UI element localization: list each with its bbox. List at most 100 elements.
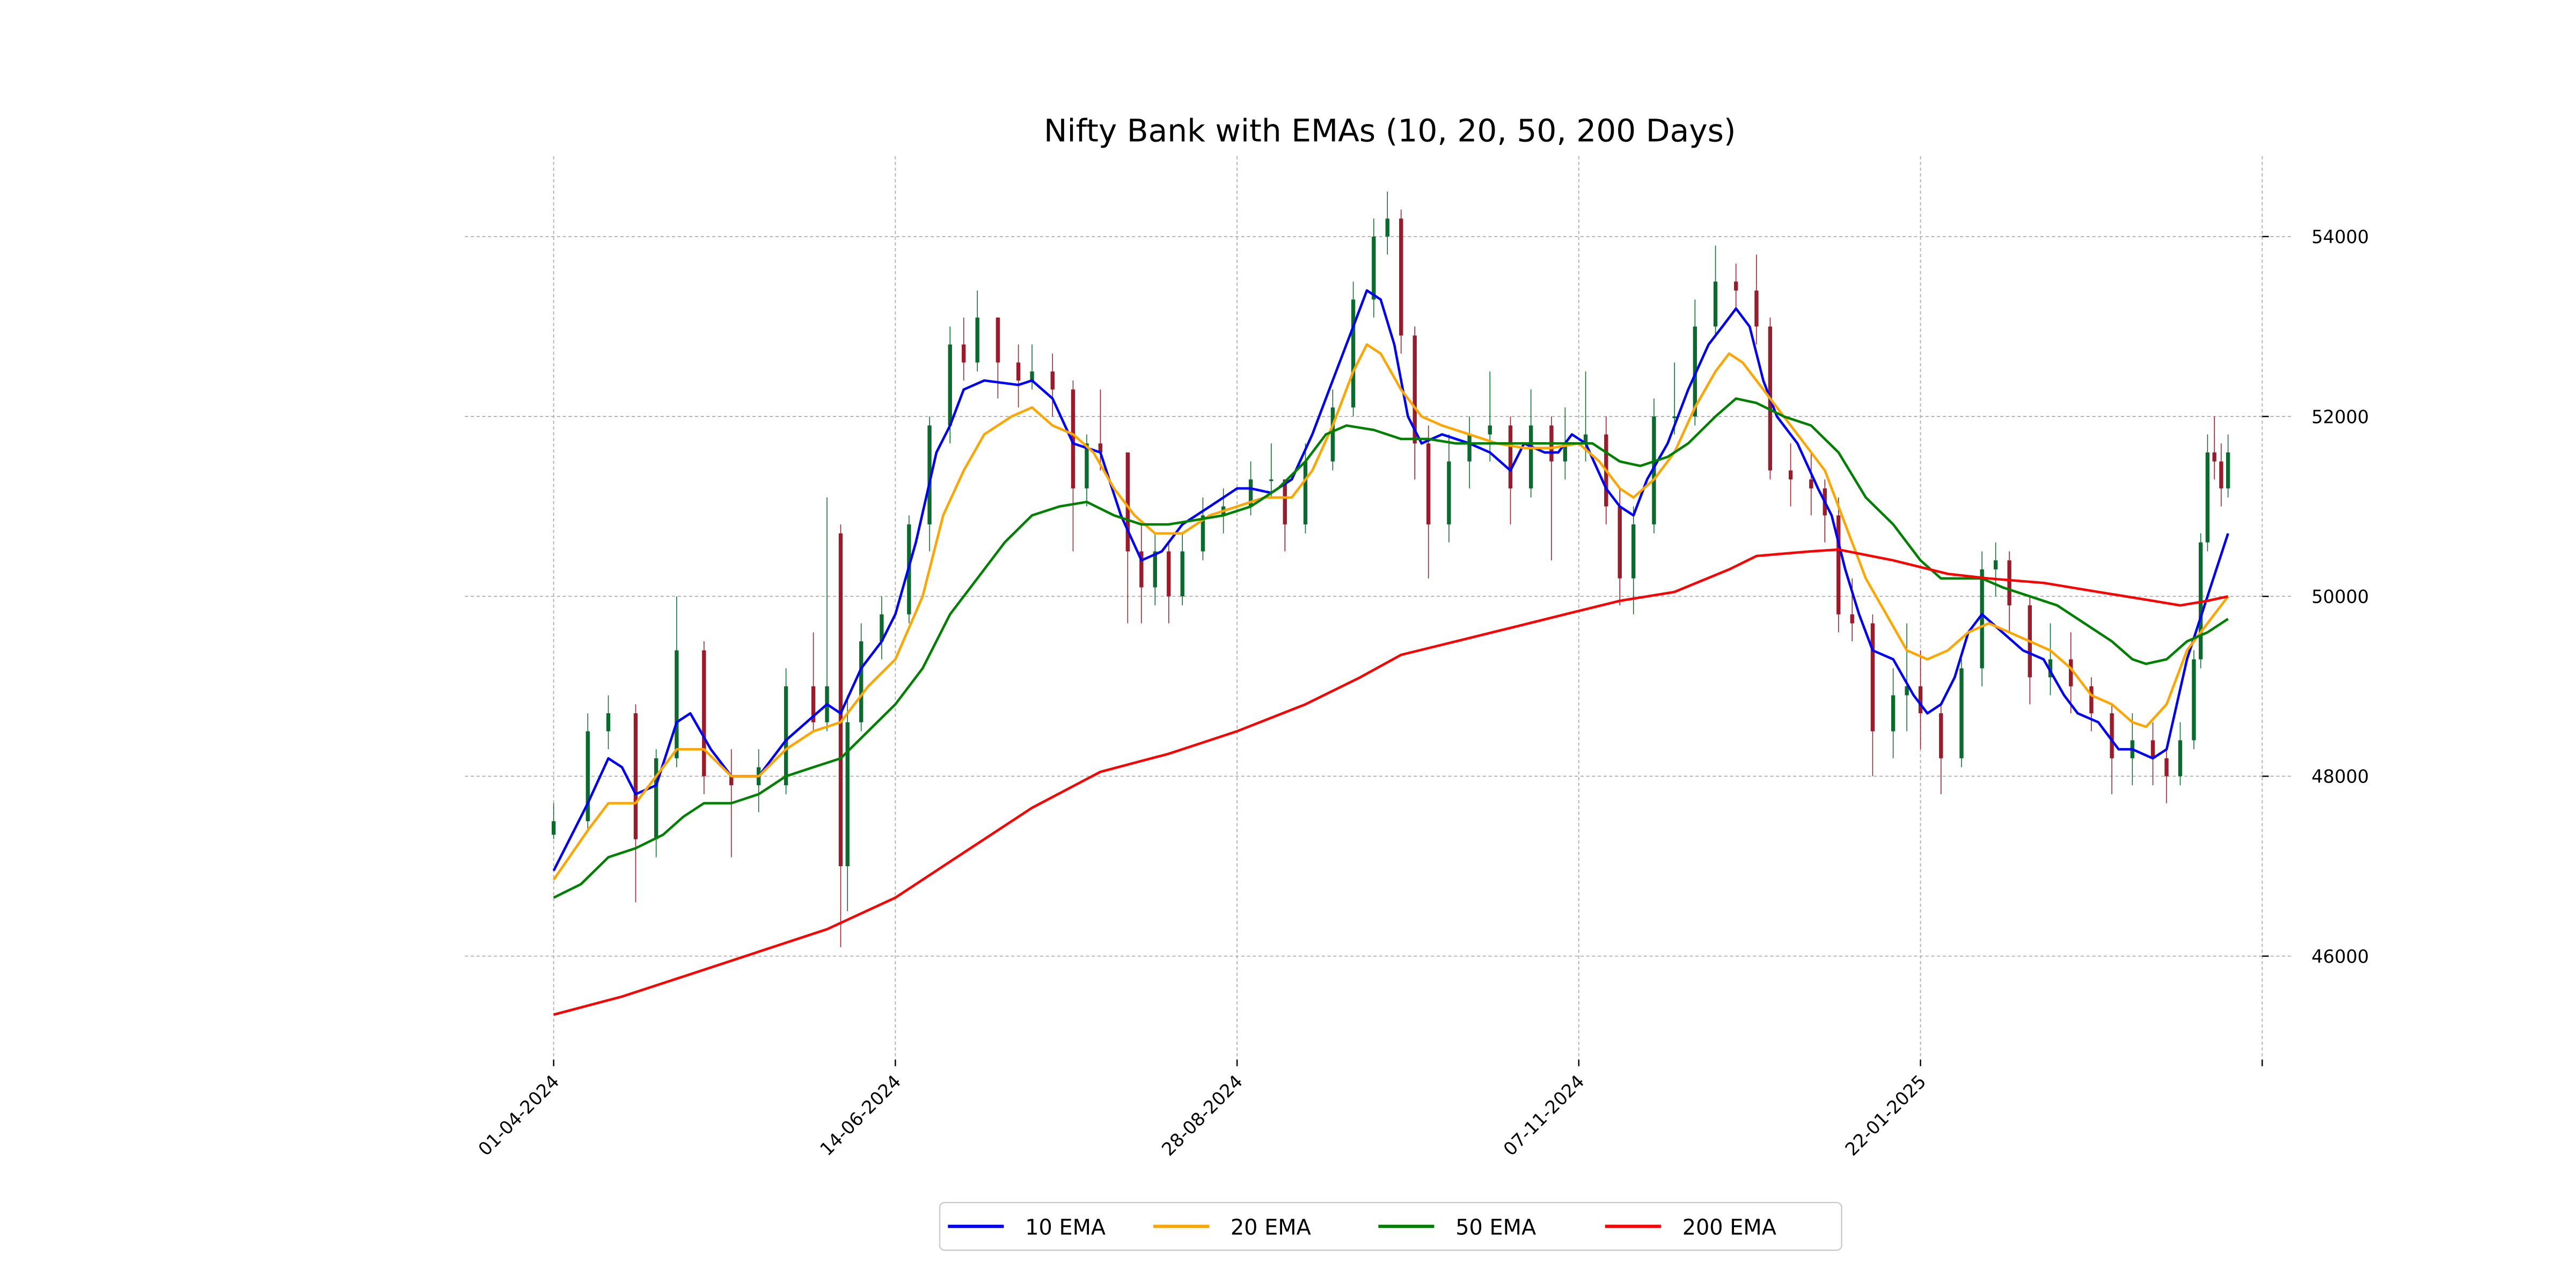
candle-body-up [948, 344, 952, 426]
candle-body-up [675, 650, 679, 758]
candle-body-down [702, 650, 706, 777]
candle-body-up [1030, 371, 1034, 380]
candle-body-up [1303, 461, 1308, 525]
candle-body-up [1201, 515, 1205, 552]
candle-body-up [1467, 434, 1472, 462]
candle-body-down [2069, 659, 2073, 686]
candle-body-down [1139, 551, 1144, 588]
candle-body-down [1788, 470, 1793, 480]
candle-body-down [2164, 758, 2169, 777]
candle-body-up [1488, 425, 1492, 435]
candle-body-up [1631, 524, 1636, 579]
candle-body-up [845, 722, 850, 867]
candle-body-up [1652, 416, 1656, 525]
line-50-ema [553, 397, 2229, 899]
candle-body-down [1734, 281, 1738, 291]
candle-body-up [586, 731, 590, 822]
candle-body-down [1098, 443, 1103, 453]
candle-body-down [1426, 443, 1431, 525]
candle-body-up [2178, 740, 2183, 777]
candle-body-up [2048, 659, 2053, 678]
candle-body-down [1016, 362, 1021, 380]
candle-body-up [2226, 452, 2230, 489]
candle-body-up [2205, 452, 2210, 543]
gridlines [465, 156, 2292, 1060]
candle-body-down [633, 713, 638, 839]
x-tick-label: 28-08-2024 [1158, 1071, 1247, 1160]
chart-title: Nifty Bank with EMAs (10, 20, 50, 200 Da… [1044, 112, 1736, 149]
candle-body-up [551, 821, 556, 835]
candle-body-up [606, 713, 611, 731]
candle-body-up [1891, 695, 1896, 731]
candle-body-down [2219, 461, 2223, 489]
candle-body-down [2212, 452, 2216, 462]
candle-body-up [859, 641, 863, 722]
line-200-ema [553, 548, 2229, 1016]
y-tick-label: 50000 [2311, 586, 2369, 607]
line-10-ema [552, 289, 2229, 872]
candle-body-up [1672, 416, 1677, 419]
candle-body-up [1693, 326, 1697, 417]
candle-body-up [927, 425, 932, 525]
candle-body-up [784, 686, 788, 786]
candle-body-up [654, 758, 658, 839]
candle-body-up [1993, 560, 1998, 569]
candle-body-down [838, 533, 843, 867]
candle-body-down [1754, 290, 1759, 327]
candle-body-up [1385, 218, 1389, 237]
line-20-ema [552, 343, 2229, 881]
legend-label-50-ema: 50 EMA [1455, 1216, 1536, 1240]
legend-label-10-ema: 10 EMA [1025, 1216, 1106, 1240]
candle-body-up [1959, 668, 1964, 758]
candle-body-up [1447, 461, 1451, 525]
candle-body-down [1870, 623, 1875, 731]
y-tick-label: 48000 [2311, 766, 2369, 787]
x-tick-label: 07-11-2024 [1499, 1071, 1589, 1160]
candle-body-down [962, 344, 966, 363]
candle-body-down [996, 317, 1000, 363]
candle-body-down [2089, 686, 2094, 714]
x-tick-label: 14-06-2024 [816, 1071, 905, 1160]
candle-body-down [811, 686, 816, 722]
candle-body-down [1918, 686, 1923, 714]
ema-lines [552, 289, 2229, 1016]
candlesticks [551, 192, 2230, 947]
x-tick-label: 22-01-2025 [1841, 1071, 1930, 1160]
candle-body-down [729, 776, 734, 786]
candle-body-down [1850, 614, 1854, 624]
candle-body-up [1180, 551, 1184, 597]
candle-body-up [1330, 407, 1335, 462]
candle-body-down [1618, 506, 1622, 579]
candle-body-up [975, 317, 979, 363]
candle-body-up [2192, 659, 2196, 741]
candle-body-up [1269, 479, 1274, 481]
candle-body-up [1153, 551, 1157, 588]
candle-body-down [1939, 713, 1943, 758]
candle-body-down [1508, 425, 1513, 489]
candle-body-up [1563, 443, 1568, 462]
candle-body-down [1836, 515, 1841, 614]
candle-body-up [1085, 443, 1089, 489]
candle-body-down [1125, 452, 1130, 552]
candle-body-down [1283, 479, 1287, 525]
candle-body-down [1413, 335, 1417, 444]
candle-body-up [1372, 236, 1376, 300]
candle-body-up [1713, 281, 1718, 327]
candle-body-up [1248, 479, 1253, 507]
candle-body-down [1809, 479, 1813, 489]
candle-body-down [1167, 551, 1171, 597]
candle-body-up [1583, 434, 1588, 444]
x-tick-label: 01-04-2024 [474, 1071, 564, 1160]
legend: 10 EMA 20 EMA 50 EMA 200 EMA [939, 1202, 1842, 1251]
y-tick-label: 54000 [2311, 226, 2369, 247]
candle-body-down [2007, 560, 2011, 605]
candle-body-down [2150, 740, 2155, 758]
legend-label-20-ema: 20 EMA [1231, 1216, 1311, 1240]
candle-body-down [1399, 218, 1403, 336]
candle-body-up [880, 614, 884, 642]
candle-body-up [1529, 425, 1533, 489]
y-tick-label: 52000 [2311, 406, 2369, 427]
y-tick-label: 46000 [2311, 946, 2369, 967]
axes: 46000 48000 50000 52000 54000 01-04-2024 14-06… [474, 226, 2369, 1160]
